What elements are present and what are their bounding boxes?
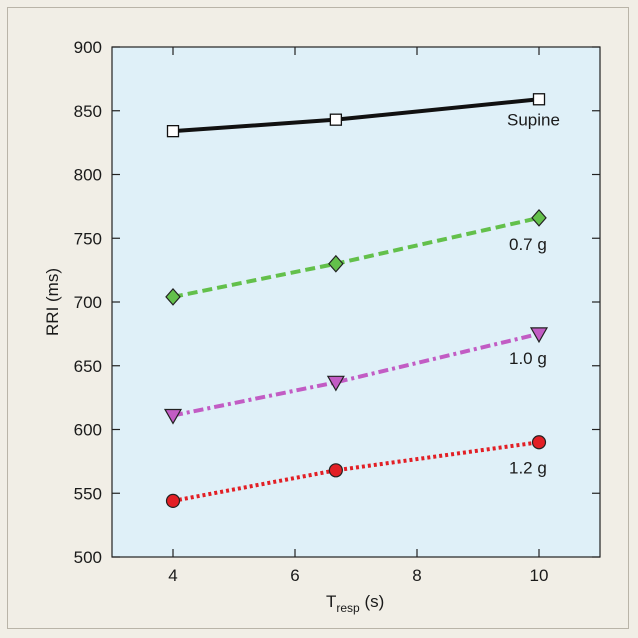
series-label: 1.0 g	[509, 349, 547, 368]
series-label: 1.2 g	[509, 458, 547, 477]
x-axis-title-unit: (s)	[360, 592, 385, 611]
y-tick-label: 750	[74, 229, 102, 248]
series-supine: Supine	[166, 93, 560, 138]
x-tick-label: 10	[530, 566, 549, 585]
data-point	[326, 375, 345, 392]
y-tick-label: 550	[74, 484, 102, 503]
axes-layer: 500 550 600 650 700 750 800 850 900 4 6 8 10	[74, 38, 600, 585]
data-point	[329, 113, 343, 126]
series-0-7-g: 0.7 g	[165, 208, 547, 306]
x-axis-title-subscript: resp	[336, 601, 360, 615]
data-point	[532, 93, 546, 106]
data-point	[529, 327, 549, 344]
y-tick-label: 600	[74, 421, 102, 440]
data-point	[166, 125, 180, 138]
plot-area	[111, 46, 601, 558]
series-layer: Supine 0.7 g 1.0 g 1.2 g	[163, 93, 560, 508]
x-axis-title-main: T	[326, 592, 336, 611]
series-label: 0.7 g	[509, 235, 547, 254]
x-axis-title: Tresp (s)	[326, 592, 384, 615]
y-tick-label: 900	[74, 38, 102, 57]
series-label: Supine	[507, 110, 560, 129]
x-tick-label: 6	[290, 566, 299, 585]
series-1-2-g: 1.2 g	[165, 435, 547, 508]
y-tick-label: 650	[74, 357, 102, 376]
data-point	[531, 208, 547, 227]
series-line	[172, 440, 540, 503]
data-point	[165, 287, 181, 306]
x-tick-label: 8	[412, 566, 421, 585]
y-axis-title: RRI (ms)	[43, 268, 62, 336]
data-point	[165, 493, 181, 508]
x-tick-label: 4	[168, 566, 177, 585]
y-tick-label: 700	[74, 293, 102, 312]
series-1-0-g: 1.0 g	[163, 327, 549, 425]
y-tick-label: 800	[74, 166, 102, 185]
y-tick-label: 850	[74, 102, 102, 121]
data-point	[328, 254, 344, 273]
y-tick-label: 500	[74, 548, 102, 567]
data-point	[163, 408, 183, 425]
data-point	[531, 435, 547, 450]
data-point	[328, 463, 343, 478]
